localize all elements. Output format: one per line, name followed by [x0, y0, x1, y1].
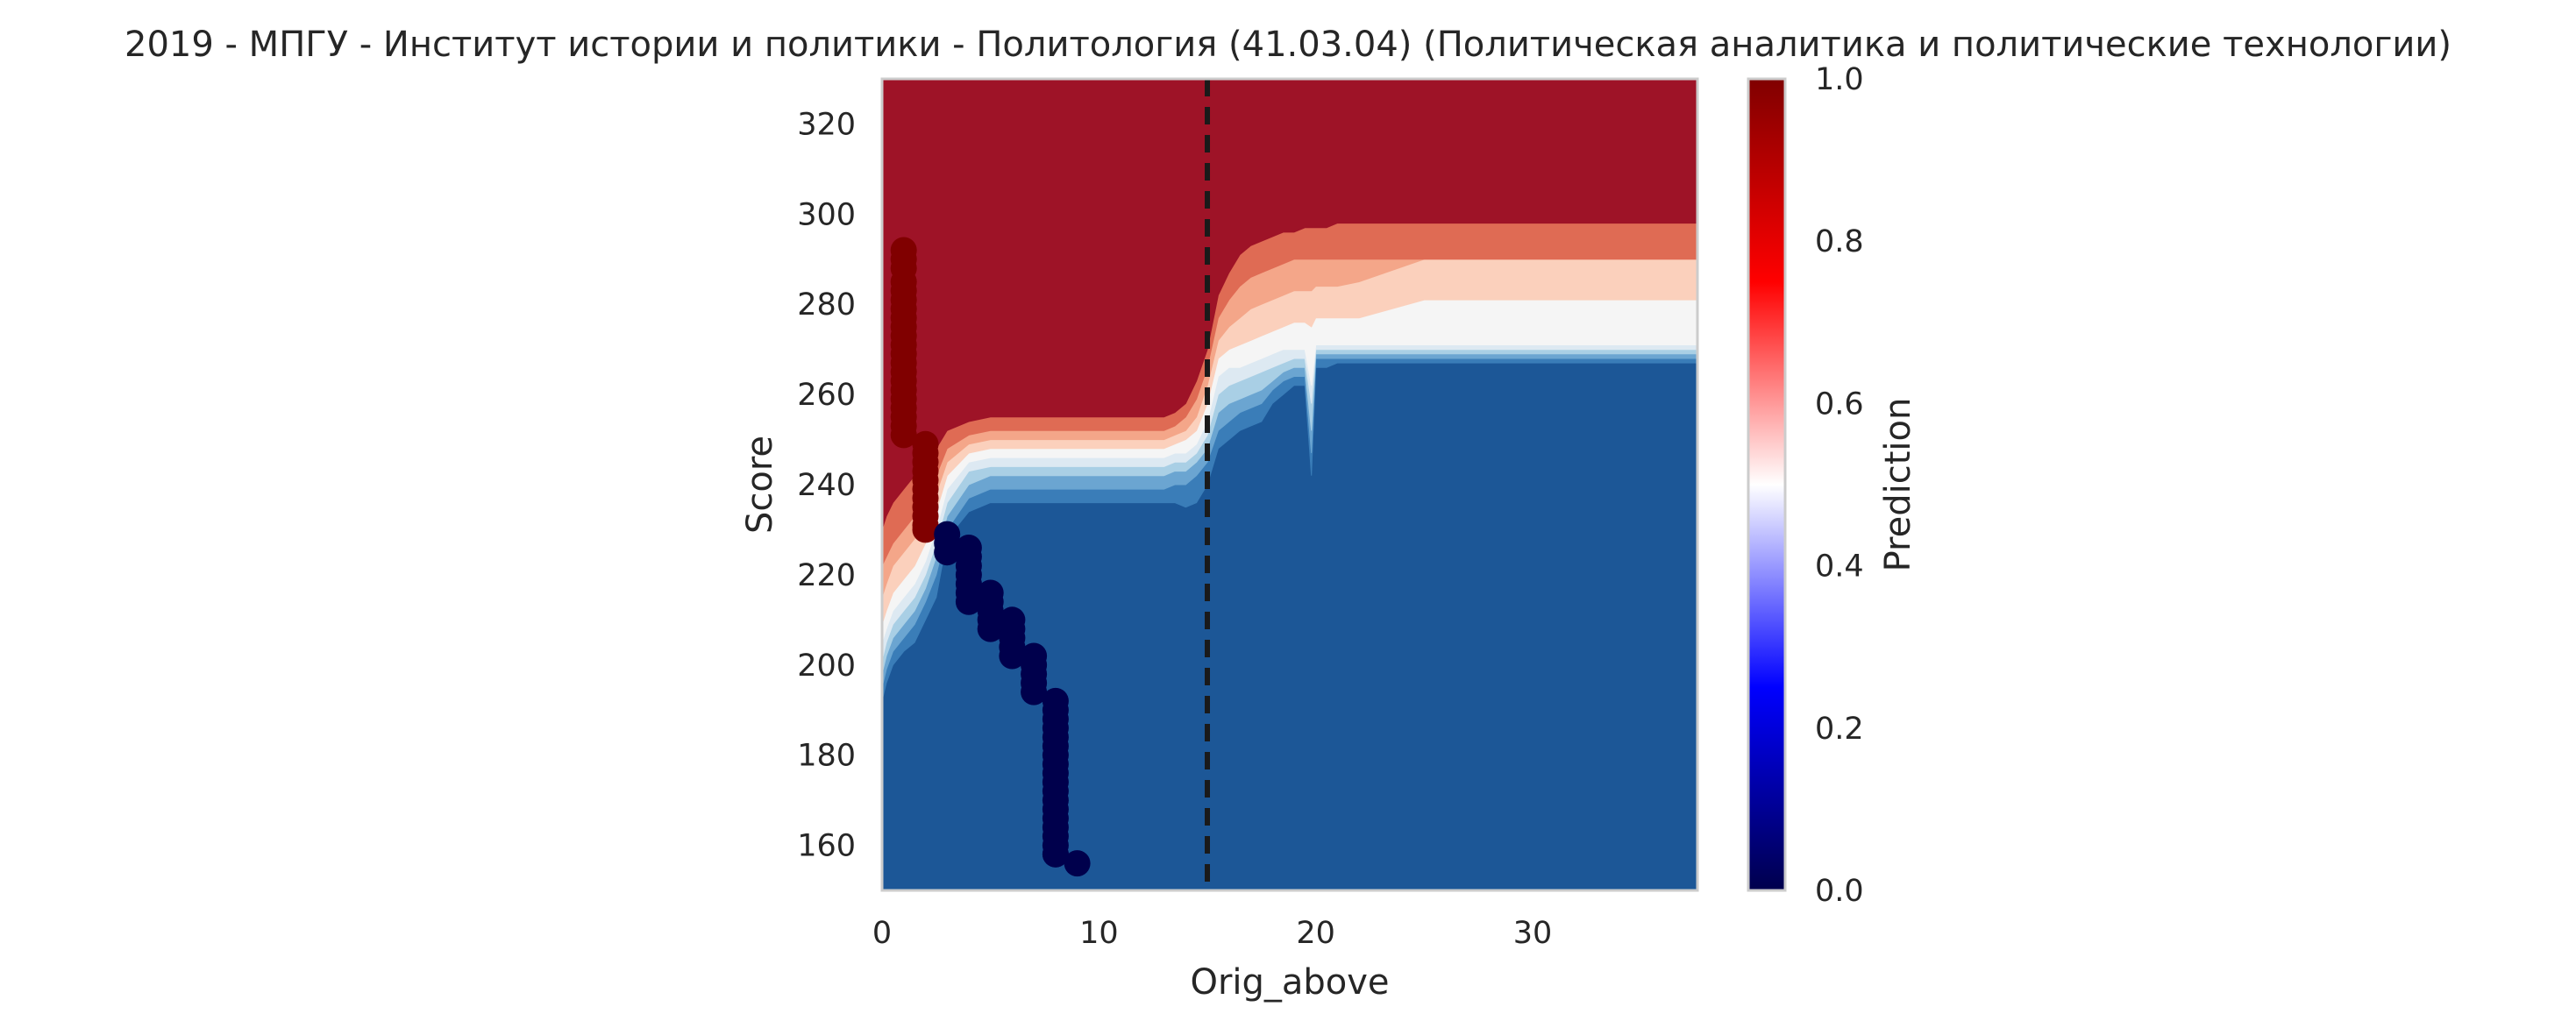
y-tick-label: 280: [797, 287, 856, 323]
y-axis-label: Score: [740, 436, 780, 534]
x-tick-label: 20: [1296, 916, 1335, 951]
y-tick-label: 200: [797, 649, 856, 684]
colorbar-ticks: 0.0 0.2 0.4 0.6 0.8 1.0: [1815, 62, 1864, 909]
colorbar-label: Prediction: [1878, 398, 1918, 572]
plot-area: [880, 77, 1699, 892]
y-tick-label: 180: [797, 739, 856, 774]
chart-title: 2019 - МПГУ - Институт истории и политик…: [125, 25, 2451, 65]
y-tick-label: 260: [797, 378, 856, 413]
x-axis-label: Orig_above: [1190, 962, 1389, 1003]
data-point: [934, 539, 961, 566]
data-point: [1042, 840, 1069, 868]
y-tick-label: 240: [797, 468, 856, 503]
data-point: [912, 516, 939, 543]
contour-band: [882, 79, 1697, 530]
y-tick-label: 300: [797, 197, 856, 232]
data-point: [999, 606, 1026, 634]
data-point: [977, 615, 1004, 642]
plot-frame: [880, 77, 1699, 892]
data-point: [999, 642, 1026, 670]
prediction-contour: [882, 79, 1697, 890]
data-point: [1021, 678, 1048, 705]
x-tick-label: 0: [872, 916, 892, 951]
colorbar-tick-label: 1.0: [1815, 62, 1864, 97]
y-tick-label: 160: [797, 829, 856, 864]
x-tick-label: 10: [1079, 916, 1119, 951]
colorbar-tick-label: 0.2: [1815, 712, 1864, 747]
x-tick-label: 30: [1513, 916, 1553, 951]
colorbar-gradient: [1747, 77, 1787, 892]
data-point: [890, 422, 917, 449]
colorbar-tick-label: 0.8: [1815, 224, 1864, 259]
colorbar: 0.0 0.2 0.4 0.6 0.8 1.0 Prediction: [1747, 62, 1918, 909]
data-point: [1064, 850, 1091, 877]
data-points: [890, 237, 1091, 877]
x-axis: 0 10 20 30: [872, 916, 1552, 951]
data-point: [977, 579, 1004, 606]
y-axis: 160 180 200 220 240 260 280 300 320: [797, 107, 856, 863]
y-tick-label: 320: [797, 107, 856, 142]
colorbar-tick-label: 0.6: [1815, 386, 1864, 422]
data-point: [955, 588, 982, 615]
y-tick-label: 220: [797, 558, 856, 593]
colorbar-tick-label: 0.0: [1815, 874, 1864, 909]
colorbar-tick-label: 0.4: [1815, 549, 1864, 585]
